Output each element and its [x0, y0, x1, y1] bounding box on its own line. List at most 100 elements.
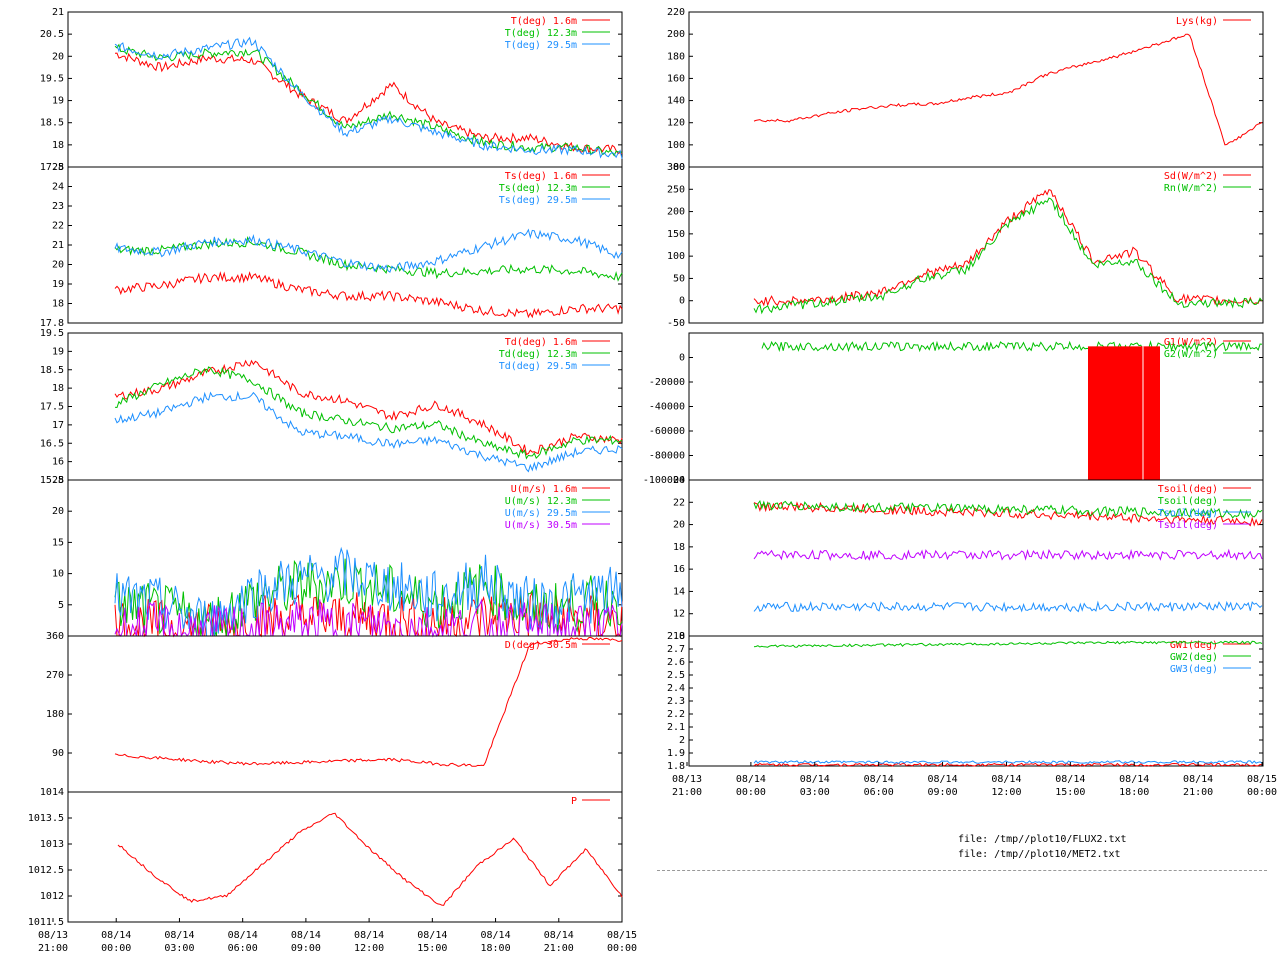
y-tick-label: 50: [673, 273, 685, 284]
panel-soil: 2422201816141210Tsoil(deg)Tsoil(deg)Tsoi…: [673, 475, 1264, 642]
y-tick-label: 100: [667, 140, 685, 151]
legend-label: Td(deg) 1.6m: [505, 337, 577, 348]
y-tick-label: 1.9: [667, 748, 685, 759]
x-tick-time: 21:00: [1183, 787, 1213, 798]
y-tick-label: 15: [52, 537, 64, 548]
file-label-flux: file: /tmp//plot10/FLUX2.txt: [958, 834, 1127, 845]
y-tick-label: 18: [52, 383, 64, 394]
legend-label: Rn(W/m^2): [1164, 183, 1218, 194]
y-tick-label: 2.7: [667, 644, 685, 655]
x-tick-date: 08/14: [354, 930, 384, 941]
series-line-blue: [753, 600, 1263, 613]
y-tick-label: -80000: [649, 451, 685, 462]
y-tick-label: 18.5: [40, 365, 64, 376]
x-tick-time: 12:00: [354, 943, 384, 954]
x-tick-time: 21:00: [544, 943, 574, 954]
y-tick-label: 90: [52, 748, 64, 759]
legend-label: U(m/s) 1.6m: [511, 484, 577, 495]
divider-line: [657, 870, 1267, 871]
y-tick-label: 24: [673, 475, 685, 486]
y-tick-label: 300: [667, 162, 685, 173]
y-tick-label: 5: [58, 600, 64, 611]
panel-wind: 25 20 15 10 5 U(m/s) 1.6mU(m/s) 12.3mU(m/s) 2…: [52, 475, 623, 638]
legend-label: U(m/s) 29.5m: [505, 508, 577, 519]
x-tick-date: 08/14: [1183, 774, 1213, 785]
legend-label: D(deg) 30.5m: [505, 640, 577, 651]
y-tick-label: 20: [52, 260, 64, 271]
x-tick-time: 06:00: [864, 787, 894, 798]
y-tick-label: 19: [52, 346, 64, 357]
y-tick-label: 180: [46, 709, 64, 720]
series-line-red: [753, 188, 1263, 307]
x-tick-time: 21:00: [38, 943, 68, 954]
x-tick-date: 08/13: [672, 774, 702, 785]
series-line-red: [753, 33, 1263, 146]
legend-label: Tsoil(deg): [1158, 496, 1218, 507]
legend-label: U(m/s) 12.3m: [505, 496, 577, 507]
series-line-purple: [753, 548, 1263, 562]
y-tick-label: 25: [52, 475, 64, 486]
x-tick-date: 08/14: [928, 774, 958, 785]
y-tick-label: 0: [679, 296, 685, 307]
series-line-blue: [753, 760, 1263, 765]
legend-label: Td(deg) 12.3m: [499, 349, 577, 360]
legend-label: GW3(deg): [1170, 664, 1218, 675]
x-tick-date: 08/14: [1119, 774, 1149, 785]
y-tick-label: 1013: [40, 839, 64, 850]
legend-label: Tsoil(deg): [1158, 484, 1218, 495]
legend-label: Lys(kg): [1176, 16, 1218, 27]
legend-label: T(deg) 1.6m: [511, 16, 577, 27]
series-line-green: [753, 197, 1263, 315]
x-tick-date: 08/14: [991, 774, 1021, 785]
y-tick-label: 100: [667, 251, 685, 262]
y-tick-label: 18.5: [40, 118, 64, 129]
y-tick-label: 17.5: [40, 402, 64, 413]
x-tick-date: 08/14: [291, 930, 321, 941]
series-line-blue: [114, 390, 623, 473]
y-tick-label: 16: [52, 457, 64, 468]
series-line-red: [114, 636, 623, 767]
x-tick-date: 08/14: [101, 930, 131, 941]
series-line-green: [753, 499, 1263, 520]
y-tick-label: 2.2: [667, 709, 685, 720]
y-tick-label: 22: [52, 221, 64, 232]
x-tick-date: 08/14: [1055, 774, 1085, 785]
y-tick-label: 1012: [40, 891, 64, 902]
y-tick-label: 18: [52, 140, 64, 151]
y-tick-label: 16: [673, 564, 685, 575]
y-tick-label: 2.1: [667, 722, 685, 733]
series-line-blue: [114, 228, 623, 274]
x-tick-time: 15:00: [417, 943, 447, 954]
legend-label: P: [571, 796, 577, 807]
y-tick-label: 1012.5: [28, 865, 64, 876]
series-line-red: [114, 52, 623, 155]
series-line-red: [114, 271, 623, 319]
y-tick-label: 24: [52, 182, 64, 193]
x-tick-time: 00:00: [101, 943, 131, 954]
y-tick-label: 20: [52, 506, 64, 517]
y-tick-label: 16.5: [40, 438, 64, 449]
series-line-green: [114, 43, 623, 157]
y-tick-label: 18: [52, 299, 64, 310]
x-tick-date: 08/14: [481, 930, 511, 941]
y-tick-label: 17: [52, 420, 64, 431]
legend-label: G1(W/m^2): [1164, 337, 1218, 348]
y-tick-label: 20: [52, 51, 64, 62]
y-tick-label: -40000: [649, 402, 685, 413]
panel-gflux: 0 -20000 -40000 -60000 -80000 -100000 G1(W/m^2…: [643, 332, 1264, 486]
x-tick-date: 08/15: [1247, 774, 1277, 785]
y-tick-label: -60000: [649, 426, 685, 437]
y-tick-label: 22: [673, 497, 685, 508]
x-tick-date: 08/14: [544, 930, 574, 941]
series-line-green: [753, 640, 1263, 648]
legend-label: Tsoil(deg): [1158, 508, 1218, 519]
legend-label: Ts(deg) 29.5m: [499, 195, 577, 206]
x-tick-time: 00:00: [1247, 787, 1277, 798]
y-tick-label: 10: [52, 569, 64, 580]
panel-frame: [688, 166, 1264, 324]
panel-dew: 19.5 19 18.5 18 17.5 17 16.5 16 15.8 Td(deg) 1.6m…: [40, 328, 623, 486]
y-tick-label: 12: [673, 609, 685, 620]
